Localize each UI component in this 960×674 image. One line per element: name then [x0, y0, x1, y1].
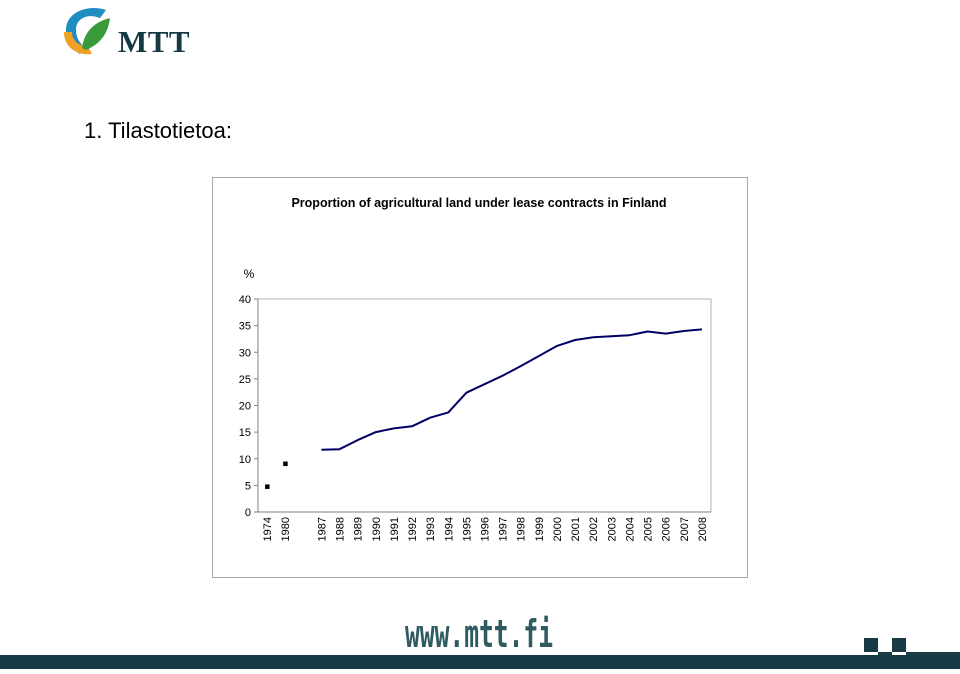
data-point-marker [283, 461, 288, 467]
x-tick-label: 2003 [606, 517, 618, 541]
y-tick-label: 40 [239, 294, 251, 306]
y-tick-label: 20 [239, 401, 251, 413]
data-point-marker [265, 484, 270, 489]
x-tick-label: 1994 [443, 517, 455, 541]
x-tick-label: 1974 [262, 517, 274, 541]
x-tick-label: 1988 [335, 517, 347, 541]
y-tick-label: 35 [239, 321, 251, 333]
x-tick-label: 1992 [407, 517, 419, 541]
y-tick-label: 10 [239, 454, 251, 466]
y-axis-label: % [244, 267, 255, 281]
y-tick-label: 0 [245, 507, 251, 519]
x-tick-label: 1989 [353, 517, 365, 541]
line-chart: Proportion of agricultural land under le… [239, 196, 712, 541]
x-tick-label: 1993 [425, 517, 437, 541]
footer-bar [0, 655, 960, 669]
x-tick-label: 2008 [697, 517, 709, 541]
mtt-logo [64, 8, 110, 55]
x-tick-label: 2001 [570, 517, 582, 541]
x-tick-label: 2006 [661, 517, 673, 541]
chart-title: Proportion of agricultural land under le… [291, 196, 666, 210]
checker-pattern [864, 638, 960, 668]
x-tick-label: 1980 [280, 517, 292, 541]
x-tick-label: 1990 [371, 517, 383, 541]
x-tick-label: 1997 [498, 517, 510, 541]
x-tick-label: 2002 [588, 517, 600, 541]
x-tick-label: 2004 [624, 517, 636, 541]
y-tick-label: 15 [239, 427, 251, 439]
x-tick-label: 2005 [643, 517, 655, 541]
y-tick-label: 5 [245, 480, 251, 492]
plot-area-frame [257, 298, 712, 513]
y-tick-label: 30 [239, 347, 251, 359]
chart-panel: Proportion of agricultural land under le… [212, 177, 748, 578]
x-tick-label: 1996 [480, 517, 492, 541]
x-tick-label: 1998 [516, 517, 528, 541]
x-tick-label: 2000 [552, 517, 564, 541]
x-tick-label: 1991 [389, 517, 401, 541]
page-heading: 1. Tilastotietoa: [84, 118, 232, 143]
x-tick-label: 1987 [316, 517, 328, 541]
footer-url: www.mtt.fi [405, 614, 553, 654]
logo-leaf-green [82, 18, 110, 50]
y-tick-label: 25 [239, 374, 251, 386]
logo-text: MTT [118, 24, 191, 59]
footer-url-text: www.mtt.fi [405, 614, 553, 654]
x-tick-label: 2007 [679, 517, 691, 541]
x-tick-label: 1995 [461, 517, 473, 541]
x-tick-label: 1999 [534, 517, 546, 541]
series-line [321, 328, 702, 451]
